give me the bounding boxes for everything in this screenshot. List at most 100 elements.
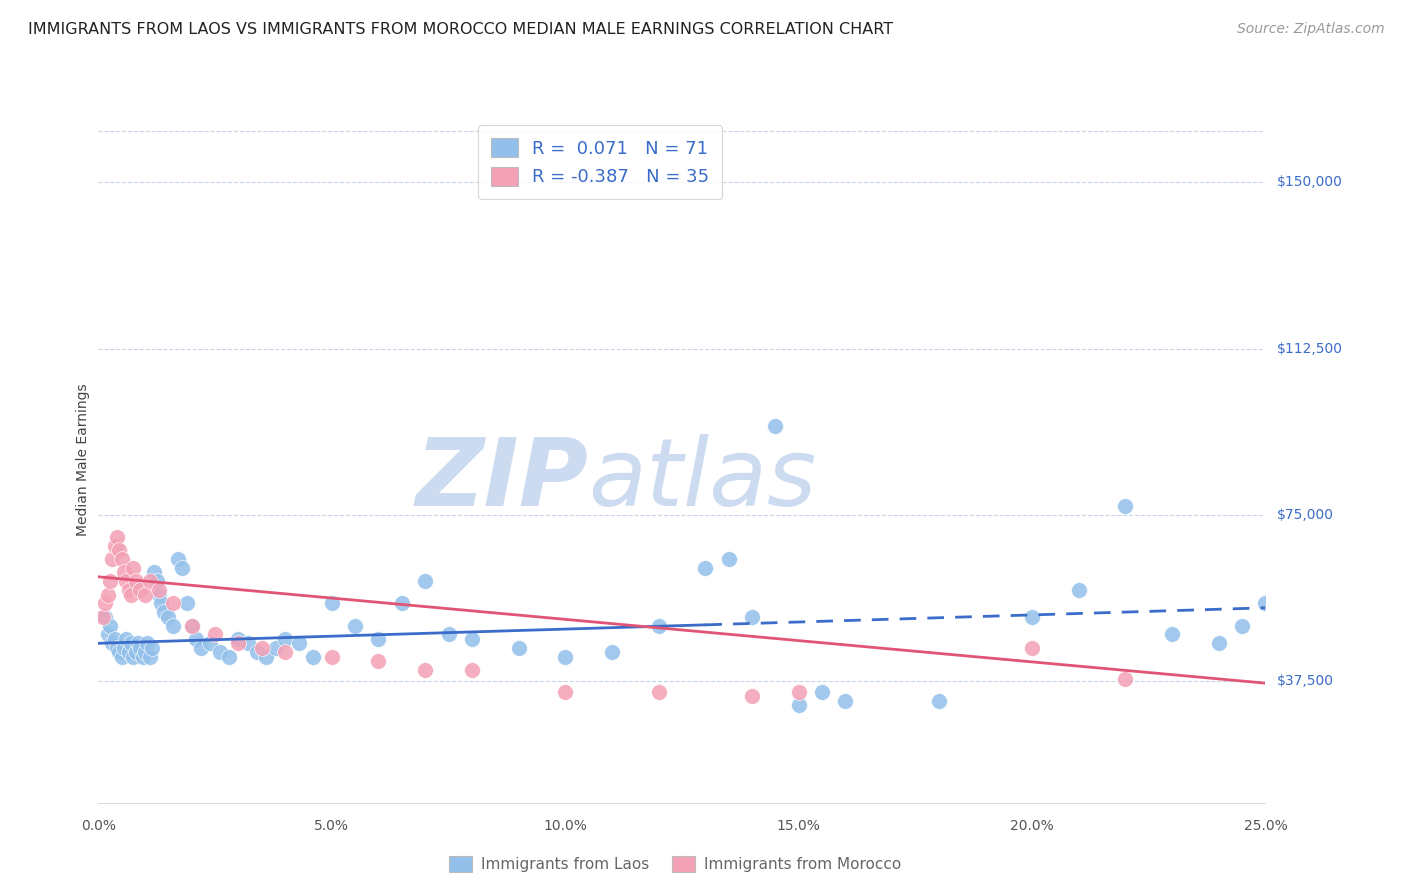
Legend: R =  0.071   N = 71, R = -0.387   N = 35: R = 0.071 N = 71, R = -0.387 N = 35 bbox=[478, 125, 723, 199]
Point bbox=[176, 596, 198, 610]
Point bbox=[186, 632, 208, 646]
Point bbox=[1021, 640, 1043, 655]
Point bbox=[111, 649, 134, 664]
Point bbox=[94, 609, 117, 624]
Point bbox=[180, 618, 202, 632]
Point bbox=[437, 627, 460, 641]
Point bbox=[246, 645, 269, 659]
Point bbox=[111, 552, 134, 566]
Point bbox=[98, 618, 121, 632]
Point bbox=[413, 574, 436, 589]
Text: Source: ZipAtlas.com: Source: ZipAtlas.com bbox=[1237, 22, 1385, 37]
Point bbox=[101, 636, 124, 650]
Point bbox=[554, 649, 576, 664]
Point bbox=[1114, 672, 1136, 686]
Point bbox=[787, 698, 810, 713]
Point bbox=[741, 609, 763, 624]
Point bbox=[236, 636, 259, 650]
Point bbox=[162, 596, 184, 610]
Point bbox=[132, 649, 155, 664]
Point bbox=[1114, 499, 1136, 513]
Point bbox=[143, 566, 166, 580]
Point bbox=[139, 574, 162, 589]
Point bbox=[928, 694, 950, 708]
Point bbox=[162, 618, 184, 632]
Point bbox=[125, 574, 148, 589]
Point bbox=[208, 645, 231, 659]
Point bbox=[166, 552, 188, 566]
Point bbox=[115, 574, 138, 589]
Point bbox=[190, 640, 212, 655]
Point bbox=[1161, 627, 1184, 641]
Point bbox=[250, 640, 273, 655]
Point bbox=[139, 649, 162, 664]
Point bbox=[717, 552, 740, 566]
Point bbox=[344, 618, 367, 632]
Text: $37,500: $37,500 bbox=[1277, 674, 1333, 688]
Point bbox=[508, 640, 530, 655]
Point bbox=[122, 649, 145, 664]
Point bbox=[136, 636, 159, 650]
Point bbox=[120, 636, 142, 650]
Point bbox=[1230, 618, 1253, 632]
Point bbox=[554, 685, 576, 699]
Point bbox=[600, 645, 623, 659]
Point bbox=[91, 609, 114, 624]
Point bbox=[148, 583, 170, 598]
Point bbox=[264, 640, 287, 655]
Point bbox=[134, 588, 156, 602]
Point bbox=[157, 609, 180, 624]
Point bbox=[148, 588, 170, 602]
Point bbox=[118, 645, 141, 659]
Point bbox=[228, 632, 250, 646]
Point bbox=[118, 583, 141, 598]
Point bbox=[122, 561, 145, 575]
Point bbox=[647, 618, 669, 632]
Point bbox=[695, 561, 717, 575]
Point bbox=[787, 685, 810, 699]
Point bbox=[104, 539, 127, 553]
Legend: Immigrants from Laos, Immigrants from Morocco: Immigrants from Laos, Immigrants from Mo… bbox=[441, 848, 908, 880]
Point bbox=[1067, 583, 1090, 598]
Point bbox=[274, 632, 297, 646]
Point bbox=[256, 649, 278, 664]
Point bbox=[112, 640, 135, 655]
Point bbox=[134, 645, 156, 659]
Point bbox=[1021, 609, 1043, 624]
Point bbox=[367, 654, 389, 668]
Point bbox=[172, 561, 194, 575]
Point bbox=[108, 645, 131, 659]
Text: atlas: atlas bbox=[589, 434, 817, 525]
Point bbox=[461, 663, 484, 677]
Point bbox=[647, 685, 669, 699]
Point bbox=[152, 605, 174, 619]
Point bbox=[94, 596, 117, 610]
Point bbox=[97, 588, 120, 602]
Point bbox=[834, 694, 856, 708]
Text: ZIP: ZIP bbox=[416, 434, 589, 526]
Point bbox=[274, 645, 297, 659]
Point bbox=[104, 632, 127, 646]
Point bbox=[1208, 636, 1230, 650]
Point bbox=[811, 685, 834, 699]
Point bbox=[204, 627, 226, 641]
Point bbox=[105, 530, 128, 544]
Text: IMMIGRANTS FROM LAOS VS IMMIGRANTS FROM MOROCCO MEDIAN MALE EARNINGS CORRELATION: IMMIGRANTS FROM LAOS VS IMMIGRANTS FROM … bbox=[28, 22, 893, 37]
Point bbox=[115, 632, 138, 646]
Point bbox=[141, 640, 163, 655]
Point bbox=[180, 618, 202, 632]
Point bbox=[321, 596, 343, 610]
Text: $112,500: $112,500 bbox=[1277, 342, 1343, 356]
Text: $75,000: $75,000 bbox=[1277, 508, 1333, 522]
Point bbox=[461, 632, 484, 646]
Point bbox=[321, 649, 343, 664]
Point bbox=[146, 574, 169, 589]
Point bbox=[218, 649, 240, 664]
Point bbox=[129, 640, 152, 655]
Point bbox=[741, 690, 763, 704]
Point bbox=[98, 574, 121, 589]
Point bbox=[763, 419, 786, 434]
Text: $150,000: $150,000 bbox=[1277, 176, 1343, 189]
Point bbox=[1254, 596, 1277, 610]
Point bbox=[413, 663, 436, 677]
